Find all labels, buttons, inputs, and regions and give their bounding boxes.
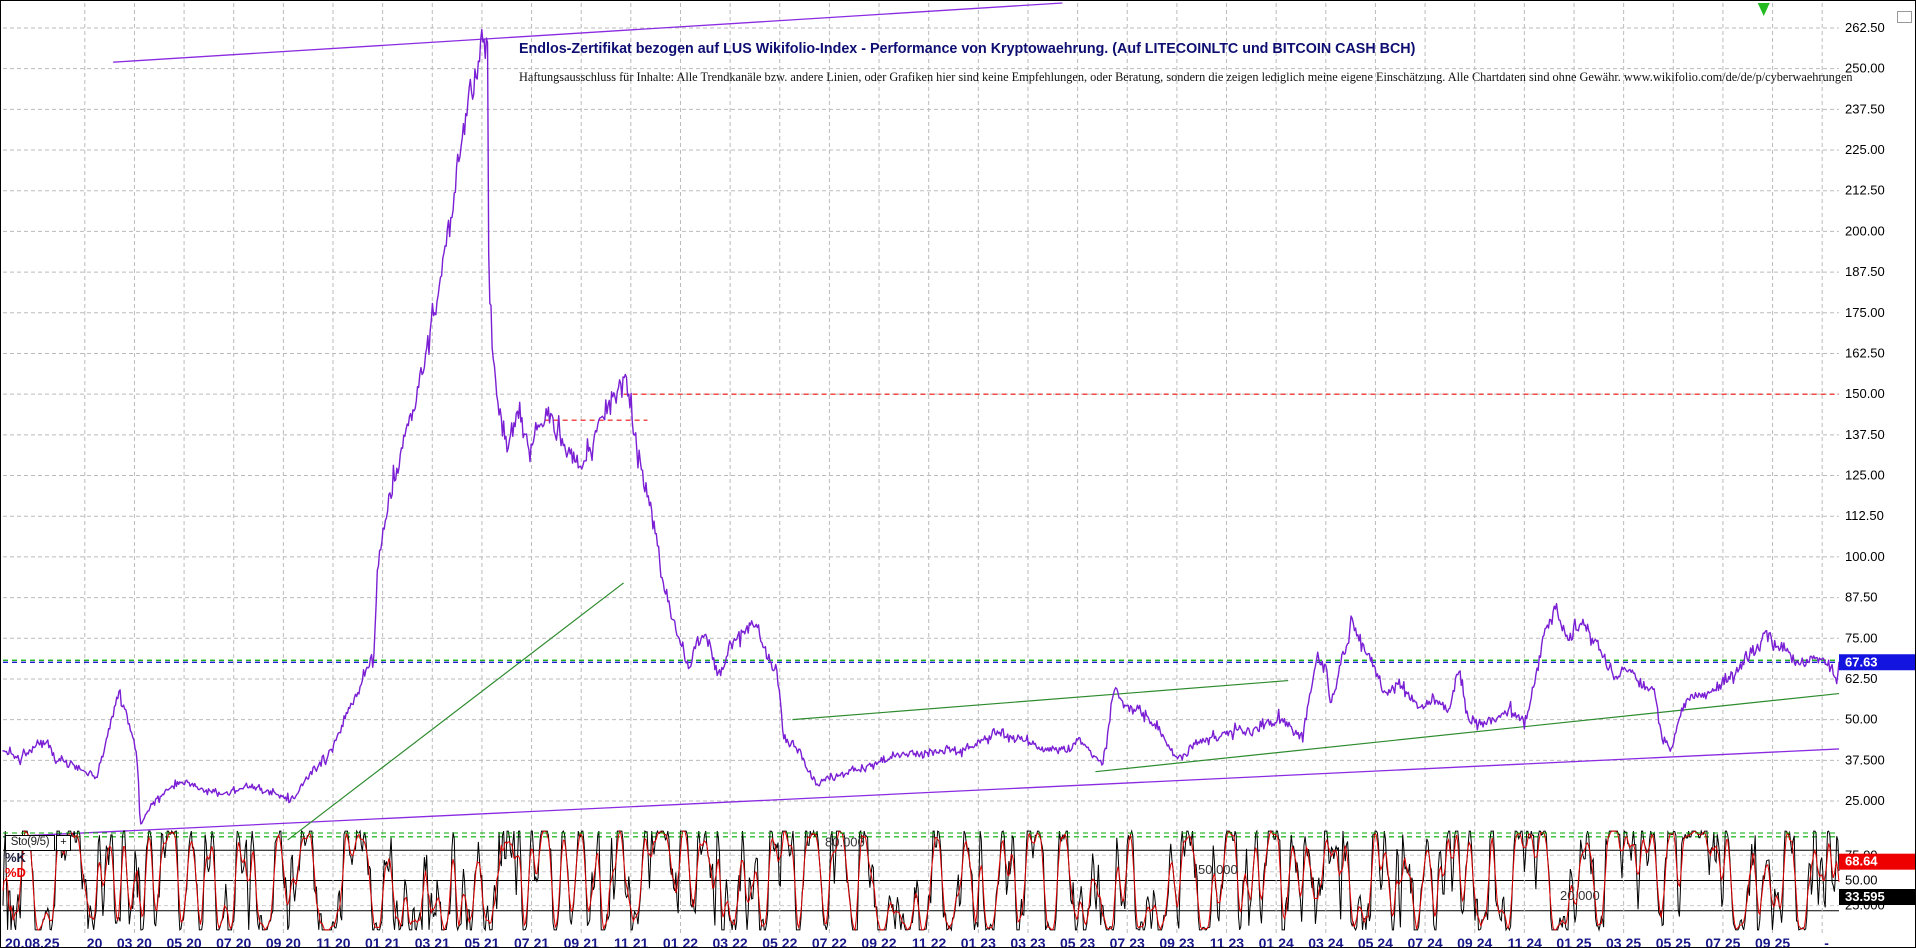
svg-text:68.64: 68.64 (1845, 854, 1878, 869)
svg-text:80.000: 80.000 (825, 835, 865, 850)
svg-text:50.000: 50.000 (1198, 862, 1238, 877)
svg-text:237.50: 237.50 (1845, 101, 1885, 116)
svg-text:200.00: 200.00 (1845, 223, 1885, 238)
svg-text:87.50: 87.50 (1845, 590, 1878, 605)
svg-text:20.000: 20.000 (1560, 888, 1600, 903)
svg-text:100.00: 100.00 (1845, 549, 1885, 564)
svg-text:225.00: 225.00 (1845, 142, 1885, 157)
svg-text:25.000: 25.000 (1845, 793, 1885, 808)
svg-text:37.500: 37.500 (1845, 752, 1885, 767)
svg-text:262.50: 262.50 (1845, 20, 1885, 35)
svg-text:62.50: 62.50 (1845, 671, 1878, 686)
svg-text:112.50: 112.50 (1845, 508, 1884, 523)
svg-text:212.50: 212.50 (1845, 183, 1885, 198)
svg-text:187.50: 187.50 (1845, 264, 1885, 279)
svg-text:150.00: 150.00 (1845, 386, 1885, 401)
svg-text:50.00: 50.00 (1845, 872, 1878, 887)
svg-text:67.63: 67.63 (1845, 654, 1878, 669)
svg-text:175.00: 175.00 (1845, 305, 1885, 320)
svg-text:75.00: 75.00 (1845, 630, 1878, 645)
svg-text:50.00: 50.00 (1845, 712, 1878, 727)
svg-text:125.00: 125.00 (1845, 468, 1885, 483)
svg-text:33.595: 33.595 (1845, 889, 1885, 904)
svg-text:162.50: 162.50 (1845, 345, 1885, 360)
svg-text:137.50: 137.50 (1845, 427, 1885, 442)
